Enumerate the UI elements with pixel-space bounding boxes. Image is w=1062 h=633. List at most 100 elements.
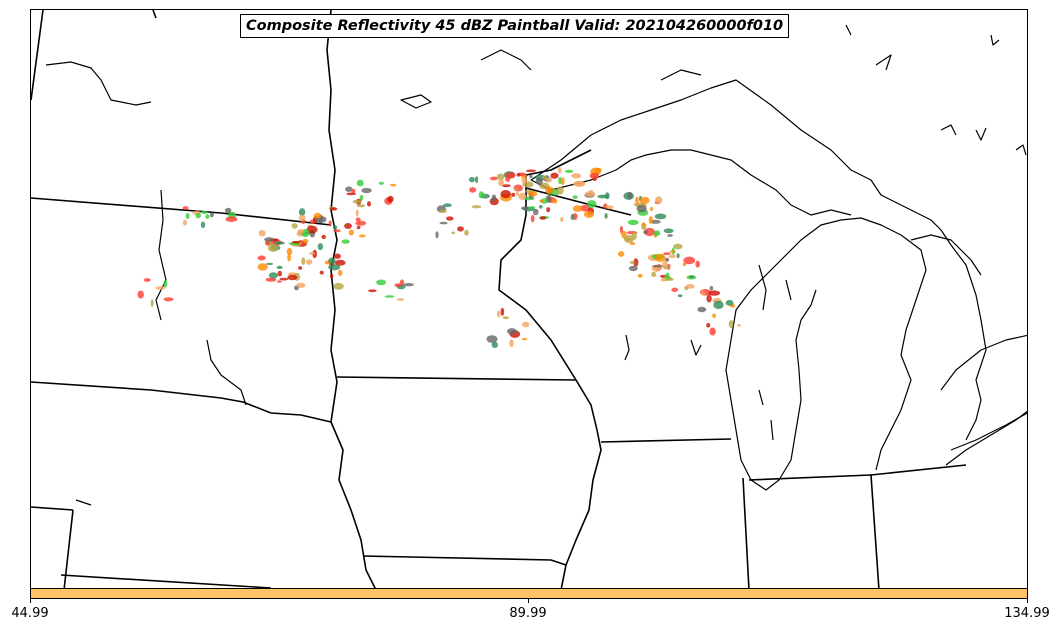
paintball-blob: [356, 179, 364, 187]
paintball-blob: [689, 275, 695, 279]
paintball-blob: [572, 195, 578, 200]
paintball-blob: [296, 282, 306, 288]
paintball-blob: [546, 177, 552, 183]
paintball-blob: [629, 242, 636, 246]
paintball-blob: [205, 214, 210, 219]
paintball-blob: [287, 274, 298, 281]
paintball-blob: [530, 214, 535, 223]
paintball-blob: [321, 234, 327, 240]
paintball-blob: [697, 306, 707, 313]
paintball-blob: [457, 226, 464, 232]
map-canvas: [31, 10, 1027, 588]
paintball-blob: [708, 290, 721, 296]
paintball-blob: [498, 178, 504, 187]
paintball-blob: [376, 279, 387, 286]
colorbar-tick-min-mark: [30, 599, 31, 603]
paintball-blob: [564, 169, 574, 173]
paintball-blob: [491, 341, 498, 348]
paintball-blob: [344, 223, 352, 229]
paintball-blob: [298, 208, 306, 217]
paintball-blob: [356, 225, 361, 230]
paintball-blob: [629, 260, 636, 264]
paintball-blob: [464, 229, 469, 236]
paintball-blob: [518, 192, 527, 200]
colorbar-tick-mid: 89.99: [509, 606, 547, 621]
paintball-blob: [346, 192, 357, 196]
paintball-blob: [155, 286, 166, 290]
paintball-blob: [298, 214, 306, 222]
paintball-blob: [713, 300, 724, 310]
paintball-blob: [355, 209, 359, 217]
paintball-blob: [446, 216, 454, 221]
paintball-blob: [737, 324, 741, 327]
paintball-blob: [209, 212, 214, 218]
paintball-blob: [502, 316, 510, 320]
paintball-blob: [258, 230, 266, 237]
paintball-blob: [387, 195, 394, 203]
colorbar-tick-max-mark: [1027, 599, 1028, 603]
paintball-blob: [594, 167, 602, 174]
paintball-blob: [542, 175, 547, 180]
paintball-blob: [584, 191, 596, 197]
paintball-blob: [570, 213, 575, 221]
paintball-blob: [695, 260, 700, 268]
paintball-blob: [580, 204, 591, 212]
paintball-blob: [334, 259, 346, 266]
paintball-blob: [521, 176, 528, 184]
paintball-blob: [633, 258, 639, 267]
paintball-blob: [619, 225, 624, 234]
paintball-blob: [351, 188, 356, 194]
paintball-blob: [276, 265, 283, 270]
paintball-blob: [355, 220, 367, 226]
paintball-blob: [538, 205, 543, 209]
paintball-blob: [637, 273, 643, 278]
paintball-blob: [683, 256, 696, 265]
paintball-blob: [682, 262, 687, 267]
paintball-blob: [268, 272, 278, 279]
paintball-blob: [195, 212, 201, 219]
paintball-blob: [709, 286, 714, 291]
paintball-blob: [359, 194, 364, 201]
paintball-blob: [643, 227, 656, 237]
paintball-blob: [182, 219, 187, 226]
paintball-blob: [532, 208, 539, 216]
paintball-blob: [663, 228, 674, 234]
paintball-blob: [539, 216, 547, 220]
paintball-blob: [330, 207, 338, 211]
paintball-blob: [540, 198, 549, 204]
paintball-blob: [676, 253, 680, 259]
paintball-blob: [486, 335, 498, 343]
colorbar-tick-max: 134.99: [1004, 606, 1050, 621]
paintball-blob: [378, 181, 384, 185]
paintball-blob: [496, 310, 501, 318]
paintball-blob: [669, 250, 677, 253]
paintball-blob: [292, 240, 300, 244]
paintball-blob: [648, 216, 653, 224]
paintball-blob: [586, 200, 597, 208]
paintball-blob: [328, 220, 332, 227]
paintball-blob: [664, 257, 670, 262]
paintball-blob: [618, 251, 625, 257]
paintball-blob: [277, 280, 282, 283]
paintball-blob: [163, 297, 174, 302]
paintball-blob: [478, 191, 485, 199]
paintball-blob: [333, 229, 341, 233]
paintball-blob: [286, 247, 293, 256]
paintball-blob: [536, 177, 543, 186]
paintball-blob: [468, 176, 475, 183]
paintball-blob: [266, 262, 274, 266]
paintball-blob: [475, 176, 479, 184]
paintball-blob: [636, 205, 647, 213]
paintball-blob: [150, 299, 154, 308]
paintball-blob: [319, 270, 324, 275]
paintball-blob: [143, 278, 151, 282]
paintball-blob: [662, 260, 668, 269]
paintball-blob: [358, 234, 366, 238]
paintball-blob: [605, 192, 610, 200]
paintball-blob: [279, 277, 289, 281]
paintball-blob: [368, 289, 377, 293]
paintball-blob: [628, 265, 638, 272]
paintball-blob: [403, 283, 414, 287]
paintball-blob: [384, 295, 395, 298]
paintball-blob: [516, 173, 521, 177]
